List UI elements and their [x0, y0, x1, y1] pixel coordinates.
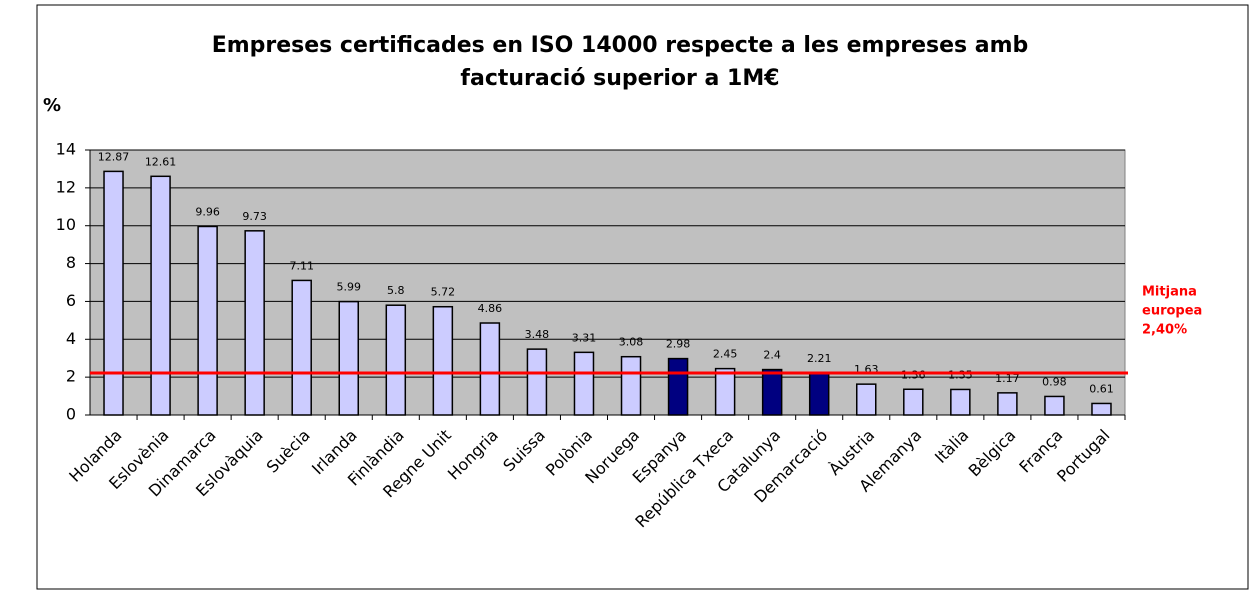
value-label: 1.17 — [995, 372, 1020, 385]
value-label: 3.31 — [572, 331, 597, 344]
value-label: 4.86 — [478, 302, 503, 315]
bar — [103, 170, 124, 416]
y-tick-label: 14 — [56, 140, 76, 159]
y-tick-label: 0 — [66, 405, 76, 424]
y-tick-label: 10 — [56, 215, 76, 234]
value-label: 1.35 — [948, 368, 973, 381]
chart-title: facturació superior a 1M€ — [460, 66, 779, 91]
bar — [573, 351, 595, 416]
value-label: 3.08 — [619, 336, 644, 349]
bar — [950, 388, 971, 416]
annotation: Mitjana — [1142, 285, 1197, 300]
y-tick-label: 8 — [66, 253, 76, 272]
bar — [856, 383, 877, 416]
bar — [761, 368, 783, 416]
bar — [197, 225, 218, 416]
value-label: 2.21 — [807, 352, 832, 365]
bar — [244, 230, 265, 416]
value-label: 2.45 — [713, 348, 738, 361]
value-label: 1.36 — [901, 368, 926, 381]
bar — [526, 348, 548, 416]
value-label: 9.96 — [195, 205, 220, 218]
value-label: 5.72 — [431, 286, 456, 299]
value-label: 12.61 — [145, 155, 177, 168]
value-label: 0.61 — [1089, 382, 1114, 395]
y-tick-label: 4 — [66, 329, 76, 348]
value-label: 2.98 — [666, 338, 691, 351]
bar — [714, 367, 736, 416]
annotation: europea — [1142, 304, 1202, 319]
bar — [150, 175, 171, 416]
value-label: 2.4 — [763, 349, 781, 362]
bar — [338, 300, 359, 416]
bar — [808, 372, 830, 416]
value-label: 9.73 — [242, 210, 267, 223]
annotation: 2,40% — [1142, 323, 1187, 338]
bar — [1091, 402, 1112, 416]
value-label: 7.11 — [289, 259, 314, 272]
y-tick-label: 6 — [66, 291, 76, 310]
bar — [432, 305, 454, 416]
value-label: 5.99 — [337, 281, 362, 294]
bar — [997, 392, 1018, 416]
y-tick-label: 2 — [66, 367, 76, 386]
value-label: 0.98 — [1042, 375, 1067, 388]
bar — [1044, 395, 1065, 416]
y-axis-label: % — [43, 95, 61, 116]
bar — [291, 279, 312, 416]
bar — [620, 355, 642, 416]
value-label: 5.8 — [387, 284, 405, 297]
y-tick-label: 12 — [56, 177, 76, 196]
bar — [667, 357, 689, 416]
chart-title: Empreses certificades en ISO 14000 respe… — [212, 33, 1029, 58]
bar — [479, 322, 501, 416]
bar — [903, 388, 924, 416]
bar — [385, 304, 407, 416]
value-label: 3.48 — [525, 328, 550, 341]
value-label: 12.87 — [98, 150, 130, 163]
